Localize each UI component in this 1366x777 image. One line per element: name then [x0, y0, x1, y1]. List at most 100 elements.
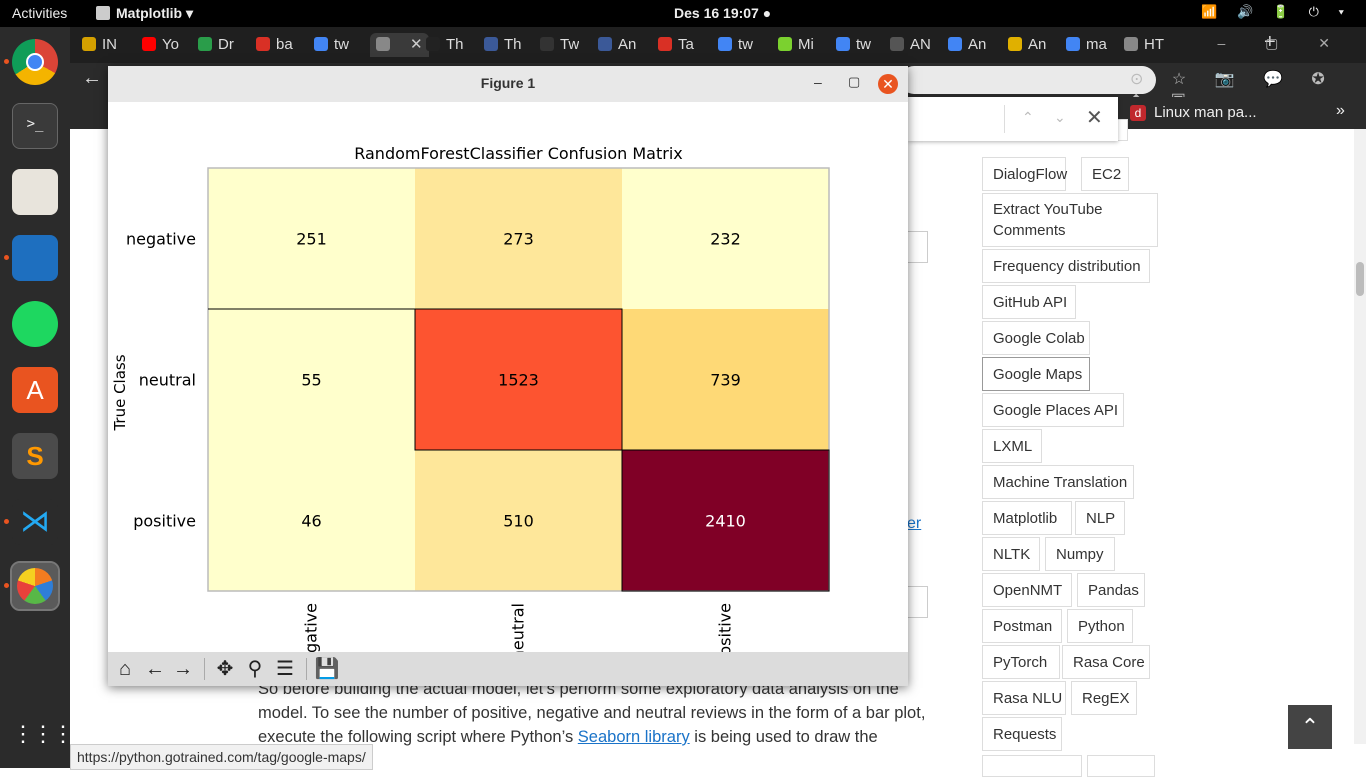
matplotlib-icon[interactable]: [10, 561, 60, 611]
tag-link[interactable]: Pandas: [1077, 573, 1145, 607]
browser-tab[interactable]: An: [948, 33, 986, 57]
tag-link[interactable]: EC2: [1081, 157, 1129, 191]
app-grid-icon[interactable]: ⋮⋮⋮: [12, 721, 74, 746]
tag-link[interactable]: Numpy: [1045, 537, 1115, 571]
browser-tab[interactable]: Yo: [142, 33, 179, 57]
vscode-icon[interactable]: ⋊: [12, 499, 58, 545]
tag-link[interactable]: Google Colab: [982, 321, 1090, 355]
writer-icon[interactable]: [12, 235, 58, 281]
browser-tab[interactable]: tw: [718, 33, 753, 57]
new-tab-button[interactable]: +: [1264, 31, 1276, 53]
cell-value-label: 1523: [498, 371, 539, 390]
tag-link[interactable]: Rasa NLU: [982, 681, 1066, 715]
find-next-icon[interactable]: ⌄: [1054, 109, 1066, 125]
bookmarks-more-button[interactable]: »: [1336, 102, 1345, 119]
page-scrollbar[interactable]: [1354, 129, 1366, 744]
browser-tab[interactable]: Th: [484, 33, 522, 57]
browser-tab[interactable]: IN: [82, 33, 117, 57]
save-icon[interactable]: 💾: [314, 658, 340, 680]
clock[interactable]: Des 16 19:07 ●: [674, 5, 772, 21]
figure-canvas[interactable]: RandomForestClassifier Confusion Matrix 2…: [108, 102, 908, 652]
browser-tab[interactable]: Dr: [198, 33, 234, 57]
tag-link[interactable]: Postman: [982, 609, 1062, 643]
highlighted-cell-border: [414, 308, 623, 451]
tab-label: An: [618, 36, 637, 53]
pan-icon[interactable]: ✥: [216, 658, 234, 680]
tab-favicon: [142, 37, 156, 51]
back-to-top-button[interactable]: ⌃: [1288, 705, 1332, 749]
software-icon[interactable]: A: [12, 367, 58, 413]
configure-icon[interactable]: ☰: [276, 658, 294, 680]
app-menu[interactable]: Matplotlib ▾: [96, 5, 193, 22]
bookmark-linux-man-pages[interactable]: d Linux man pa...: [1130, 104, 1257, 121]
tab-close-icon[interactable]: ✕: [410, 36, 423, 53]
tag-link[interactable]: RegEX: [1071, 681, 1137, 715]
files-icon[interactable]: [12, 169, 58, 215]
browser-tab[interactable]: ba: [256, 33, 293, 57]
tag-link[interactable]: Python: [1067, 609, 1133, 643]
browser-tab[interactable]: HT: [1124, 33, 1164, 57]
scrollbar-thumb[interactable]: [1356, 262, 1364, 296]
x-tick-label: neutral: [509, 603, 528, 652]
browser-tab[interactable]: tw: [836, 33, 871, 57]
browser-window-controls[interactable]: – ▢ ✕: [1217, 35, 1348, 51]
chrome-icon[interactable]: [12, 39, 58, 85]
tab-favicon: [1066, 37, 1080, 51]
browser-tab[interactable]: Th: [426, 33, 464, 57]
forward-icon[interactable]: →: [173, 658, 193, 680]
tag-link[interactable]: GitHub API: [982, 285, 1076, 319]
maximize-button[interactable]: ▢: [848, 74, 861, 89]
terminal-icon[interactable]: >_: [12, 103, 58, 149]
heatmap-cell: [415, 168, 622, 309]
home-icon[interactable]: ⌂: [118, 658, 132, 680]
tag-link[interactable]: LXML: [982, 429, 1042, 463]
tag-link[interactable]: Rasa Core: [1062, 645, 1150, 679]
tag-link[interactable]: Frequency distribution: [982, 249, 1150, 283]
browser-tab[interactable]: AN: [890, 33, 931, 57]
heatmap-cell: [415, 450, 622, 591]
tag-link[interactable]: PyTorch: [982, 645, 1060, 679]
browser-tab[interactable]: An: [598, 33, 636, 57]
content-link-fragment[interactable]: er: [907, 515, 922, 532]
tag-link[interactable]: Matplotlib: [982, 501, 1072, 535]
tag-link[interactable]: Google Maps: [982, 357, 1090, 391]
tag-link[interactable]: DialogFlow: [982, 157, 1067, 191]
tag-link[interactable]: Extract YouTube Comments: [982, 193, 1158, 247]
browser-tab[interactable]: Mi: [778, 33, 814, 57]
sublime-icon[interactable]: S: [12, 433, 58, 479]
tag-link[interactable]: NLTK: [982, 537, 1040, 571]
back-button[interactable]: ←: [82, 67, 102, 89]
browser-tab[interactable]: An: [1008, 33, 1046, 57]
tag-link[interactable]: Machine Translation: [982, 465, 1134, 499]
close-button[interactable]: ✕: [878, 74, 898, 94]
tag-link-partial[interactable]: [1087, 755, 1155, 777]
browser-tab-active[interactable]: ✕: [370, 33, 429, 57]
browser-tab[interactable]: Ta: [658, 33, 694, 57]
activities-button[interactable]: Activities: [12, 5, 68, 21]
seaborn-library-link[interactable]: Seaborn library: [577, 728, 690, 746]
system-tray[interactable]: 📶 🔊 🔋 ⏻ ▾: [1201, 4, 1352, 19]
input-box-fragment[interactable]: [907, 231, 928, 263]
find-previous-icon[interactable]: ⌃: [1022, 109, 1034, 125]
tab-label: Th: [504, 36, 522, 53]
back-icon[interactable]: ←: [145, 658, 165, 680]
address-bar[interactable]: [900, 66, 1156, 94]
minimize-button[interactable]: –: [814, 74, 822, 90]
tag-link[interactable]: Google Places API: [982, 393, 1124, 427]
tab-favicon: [198, 37, 212, 51]
zoom-icon[interactable]: ⚲: [247, 658, 263, 680]
cell-value-label: 273: [503, 230, 534, 249]
tag-link[interactable]: Requests: [982, 717, 1062, 751]
browser-tab[interactable]: ma: [1066, 33, 1107, 57]
tab-favicon: [256, 37, 270, 51]
input-box-fragment[interactable]: [907, 586, 928, 618]
tag-link[interactable]: NLP: [1075, 501, 1125, 535]
browser-tab[interactable]: tw: [314, 33, 349, 57]
tag-link[interactable]: OpenNMT: [982, 573, 1072, 607]
find-close-icon[interactable]: ✕: [1086, 107, 1103, 129]
browser-tab[interactable]: Tw: [540, 33, 579, 57]
spotify-icon[interactable]: [12, 301, 58, 347]
figure-titlebar[interactable]: Figure 1 – ▢ ✕: [108, 66, 908, 103]
tab-label: An: [968, 36, 987, 53]
tag-link-partial[interactable]: [982, 755, 1082, 777]
